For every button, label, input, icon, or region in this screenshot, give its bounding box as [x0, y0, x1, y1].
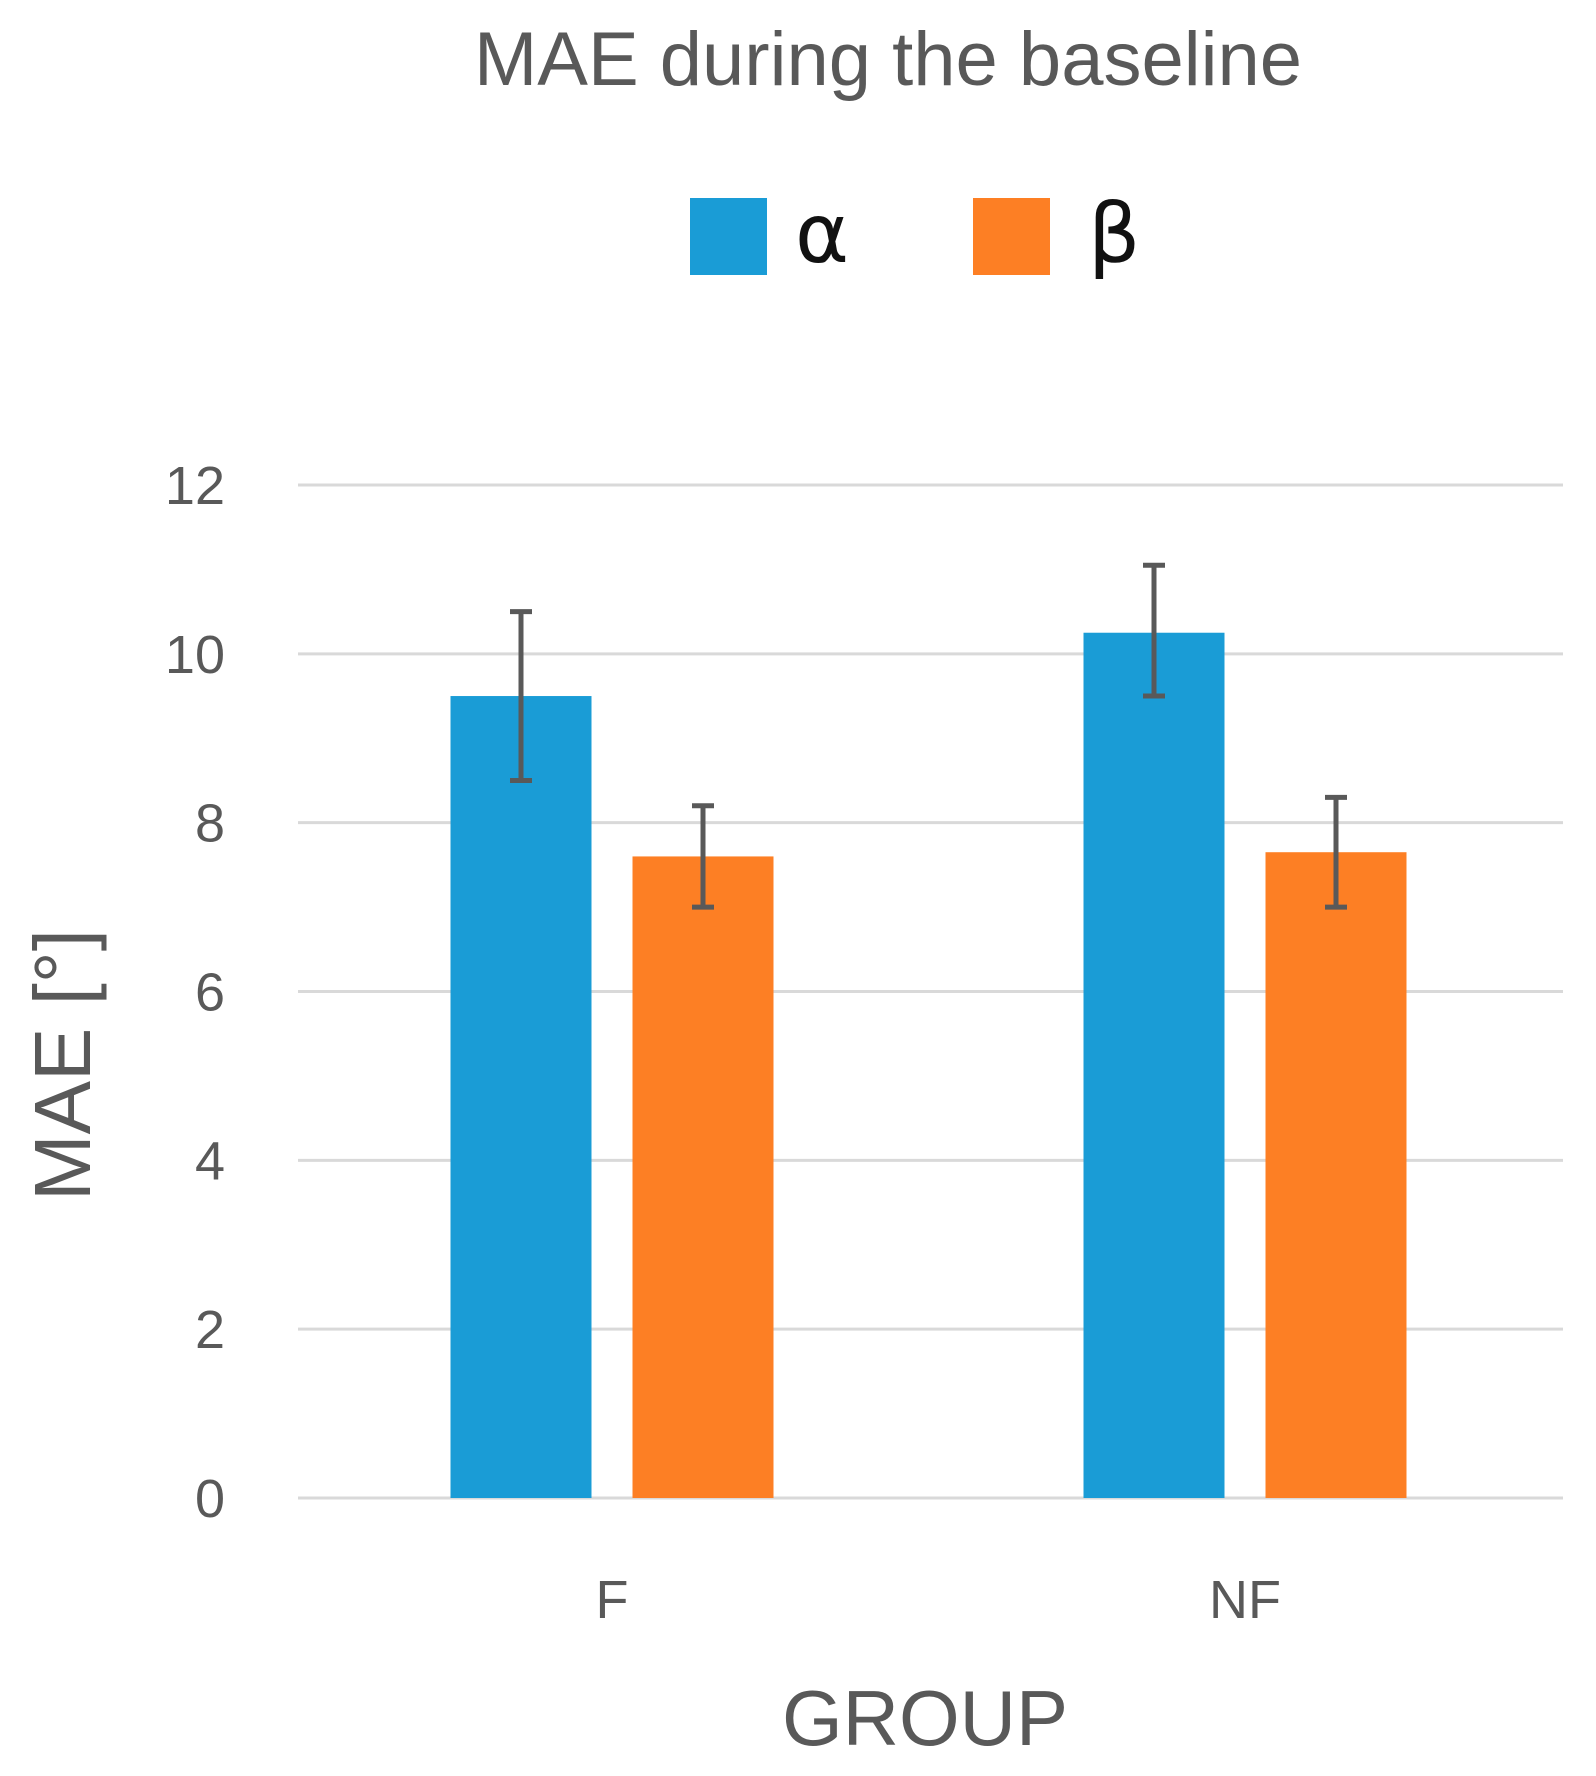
y-tick-label: 0	[195, 1469, 225, 1529]
bar-nf-series-1	[1083, 632, 1225, 1498]
y-tick-label: 2	[195, 1300, 225, 1360]
y-axis-ticks: 0 2 4 6 8 10 12	[165, 456, 225, 1529]
error-bar-nf-series-2	[1325, 794, 1347, 910]
x-axis-title: GROUP	[782, 1674, 1068, 1762]
legend-label-2: β	[1088, 187, 1140, 282]
legend-label-1: α	[795, 187, 849, 282]
error-bars	[510, 562, 1347, 910]
y-tick-label: 10	[165, 625, 225, 685]
y-tick-label: 12	[165, 456, 225, 516]
bar-f-series-1	[450, 696, 592, 1498]
y-tick-label: 6	[195, 963, 225, 1023]
x-axis-ticks: F NF	[596, 1570, 1281, 1630]
bar-f-series-2	[632, 856, 774, 1498]
x-tick-label: F	[596, 1570, 629, 1630]
legend-swatch-2	[973, 198, 1050, 275]
bars	[450, 632, 1407, 1498]
x-tick-label: NF	[1209, 1570, 1281, 1630]
bar-nf-series-2	[1265, 852, 1407, 1498]
error-bar-nf-series-1	[1143, 562, 1165, 699]
chart-title: MAE during the baseline	[474, 17, 1302, 102]
y-tick-label: 4	[195, 1131, 225, 1191]
error-bar-f-series-1	[510, 609, 532, 783]
y-axis-title: MAE [°]	[18, 929, 107, 1201]
y-tick-label: 8	[195, 794, 225, 854]
error-bar-f-series-2	[692, 803, 714, 910]
legend-swatch-1	[690, 198, 767, 275]
